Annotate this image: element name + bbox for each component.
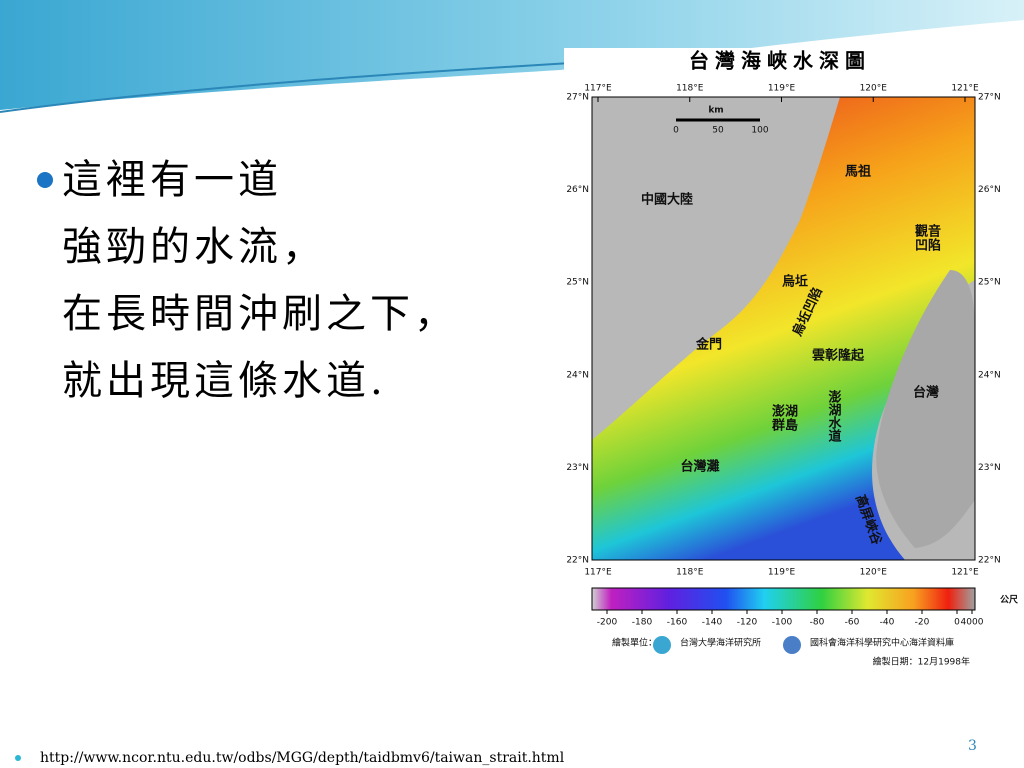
logo bbox=[783, 636, 801, 654]
lon-label: 121°E bbox=[951, 84, 979, 94]
wave-line bbox=[0, 59, 621, 113]
place-label: 雲彰隆起 bbox=[812, 348, 865, 364]
colorbar-tick-label: -160 bbox=[667, 618, 688, 628]
colorbar-tick-label: -200 bbox=[597, 618, 618, 628]
place-label: 中國大陸 bbox=[641, 192, 693, 208]
place-label: 金門 bbox=[695, 337, 722, 353]
page-number: 3 bbox=[968, 738, 977, 754]
place-label: 澎湖 bbox=[772, 404, 798, 420]
place-label: 烏坵 bbox=[782, 274, 808, 290]
lon-label: 119°E bbox=[768, 84, 796, 94]
lon-label: 120°E bbox=[860, 568, 888, 578]
lat-label: 24°N bbox=[978, 370, 1001, 380]
colorbar-tick-label: -140 bbox=[702, 618, 723, 628]
lat-label: 27°N bbox=[566, 93, 589, 103]
colorbar-unit: 公尺 bbox=[1000, 595, 1018, 606]
lat-label: 23°N bbox=[978, 463, 1001, 473]
place-label: 凹陷 bbox=[915, 238, 941, 254]
place-label: 台灣 bbox=[913, 385, 939, 401]
colorbar-tick-label: 0 bbox=[954, 618, 960, 628]
place-label: 觀音 bbox=[915, 224, 941, 240]
colorbar-tick-label: -60 bbox=[845, 618, 860, 628]
footer-url: http://www.ncor.ntu.edu.tw/odbs/MGG/dept… bbox=[40, 750, 565, 766]
credits-label: 繪製單位： bbox=[612, 637, 657, 649]
place-label: 馬祖 bbox=[845, 164, 871, 180]
lat-label: 26°N bbox=[978, 185, 1001, 195]
lon-label: 118°E bbox=[676, 84, 704, 94]
lat-label: 27°N bbox=[978, 93, 1001, 103]
credit-org: 國科會海洋科學研究中心海洋資料庫 bbox=[810, 637, 954, 649]
scale-tick: 100 bbox=[751, 126, 768, 136]
place-label: 台灣灘 bbox=[680, 459, 719, 475]
bullet bbox=[37, 172, 53, 188]
map-border bbox=[591, 96, 976, 561]
lat-label: 22°N bbox=[566, 556, 589, 566]
bullet-text: 強勁的水流， bbox=[62, 224, 326, 270]
lon-label: 120°E bbox=[860, 84, 888, 94]
lat-label: 25°N bbox=[566, 278, 589, 288]
colorbar-tick-label: -180 bbox=[632, 618, 653, 628]
scale-unit: km bbox=[708, 106, 723, 116]
scale-tick: 50 bbox=[712, 126, 724, 136]
colorbar bbox=[591, 587, 976, 611]
bullet-text: 這裡有一道 bbox=[62, 157, 282, 203]
lon-label: 121°E bbox=[951, 568, 979, 578]
place-label: 群島 bbox=[772, 418, 798, 434]
sea-depth bbox=[592, 97, 975, 560]
colorbar-tick-label: -120 bbox=[737, 618, 758, 628]
lat-label: 24°N bbox=[566, 370, 589, 380]
colorbar-tick-label: 4000 bbox=[961, 618, 984, 628]
bullet-text: 就出現這條水道. bbox=[62, 358, 387, 404]
taiwan-land bbox=[876, 270, 975, 548]
map-date: 繪製日期：12月1998年 bbox=[873, 656, 970, 668]
colorbar-tick-label: -80 bbox=[810, 618, 825, 628]
lat-label: 26°N bbox=[566, 185, 589, 195]
lon-label: 117°E bbox=[584, 568, 612, 578]
header-wave bbox=[0, 0, 1024, 110]
footer-bullet bbox=[15, 755, 21, 761]
colorbar-tick-label: -40 bbox=[880, 618, 895, 628]
colorbar-tick-label: -20 bbox=[915, 618, 930, 628]
lat-label: 25°N bbox=[978, 278, 1001, 288]
scale-tick: 0 bbox=[673, 126, 679, 136]
credit-org: 台灣大學海洋研究所 bbox=[680, 637, 761, 649]
place-label: 澎湖水道 bbox=[826, 389, 842, 443]
lon-label: 118°E bbox=[676, 568, 704, 578]
map-title: 台灣海峽水深圖 bbox=[689, 49, 871, 73]
lon-label: 119°E bbox=[768, 568, 796, 578]
logo bbox=[653, 636, 671, 654]
bullet-text: 在長時間沖刷之下， bbox=[62, 291, 458, 337]
lat-label: 22°N bbox=[978, 556, 1001, 566]
lon-label: 117°E bbox=[584, 84, 612, 94]
colorbar-tick-label: -100 bbox=[772, 618, 793, 628]
lat-label: 23°N bbox=[566, 463, 589, 473]
